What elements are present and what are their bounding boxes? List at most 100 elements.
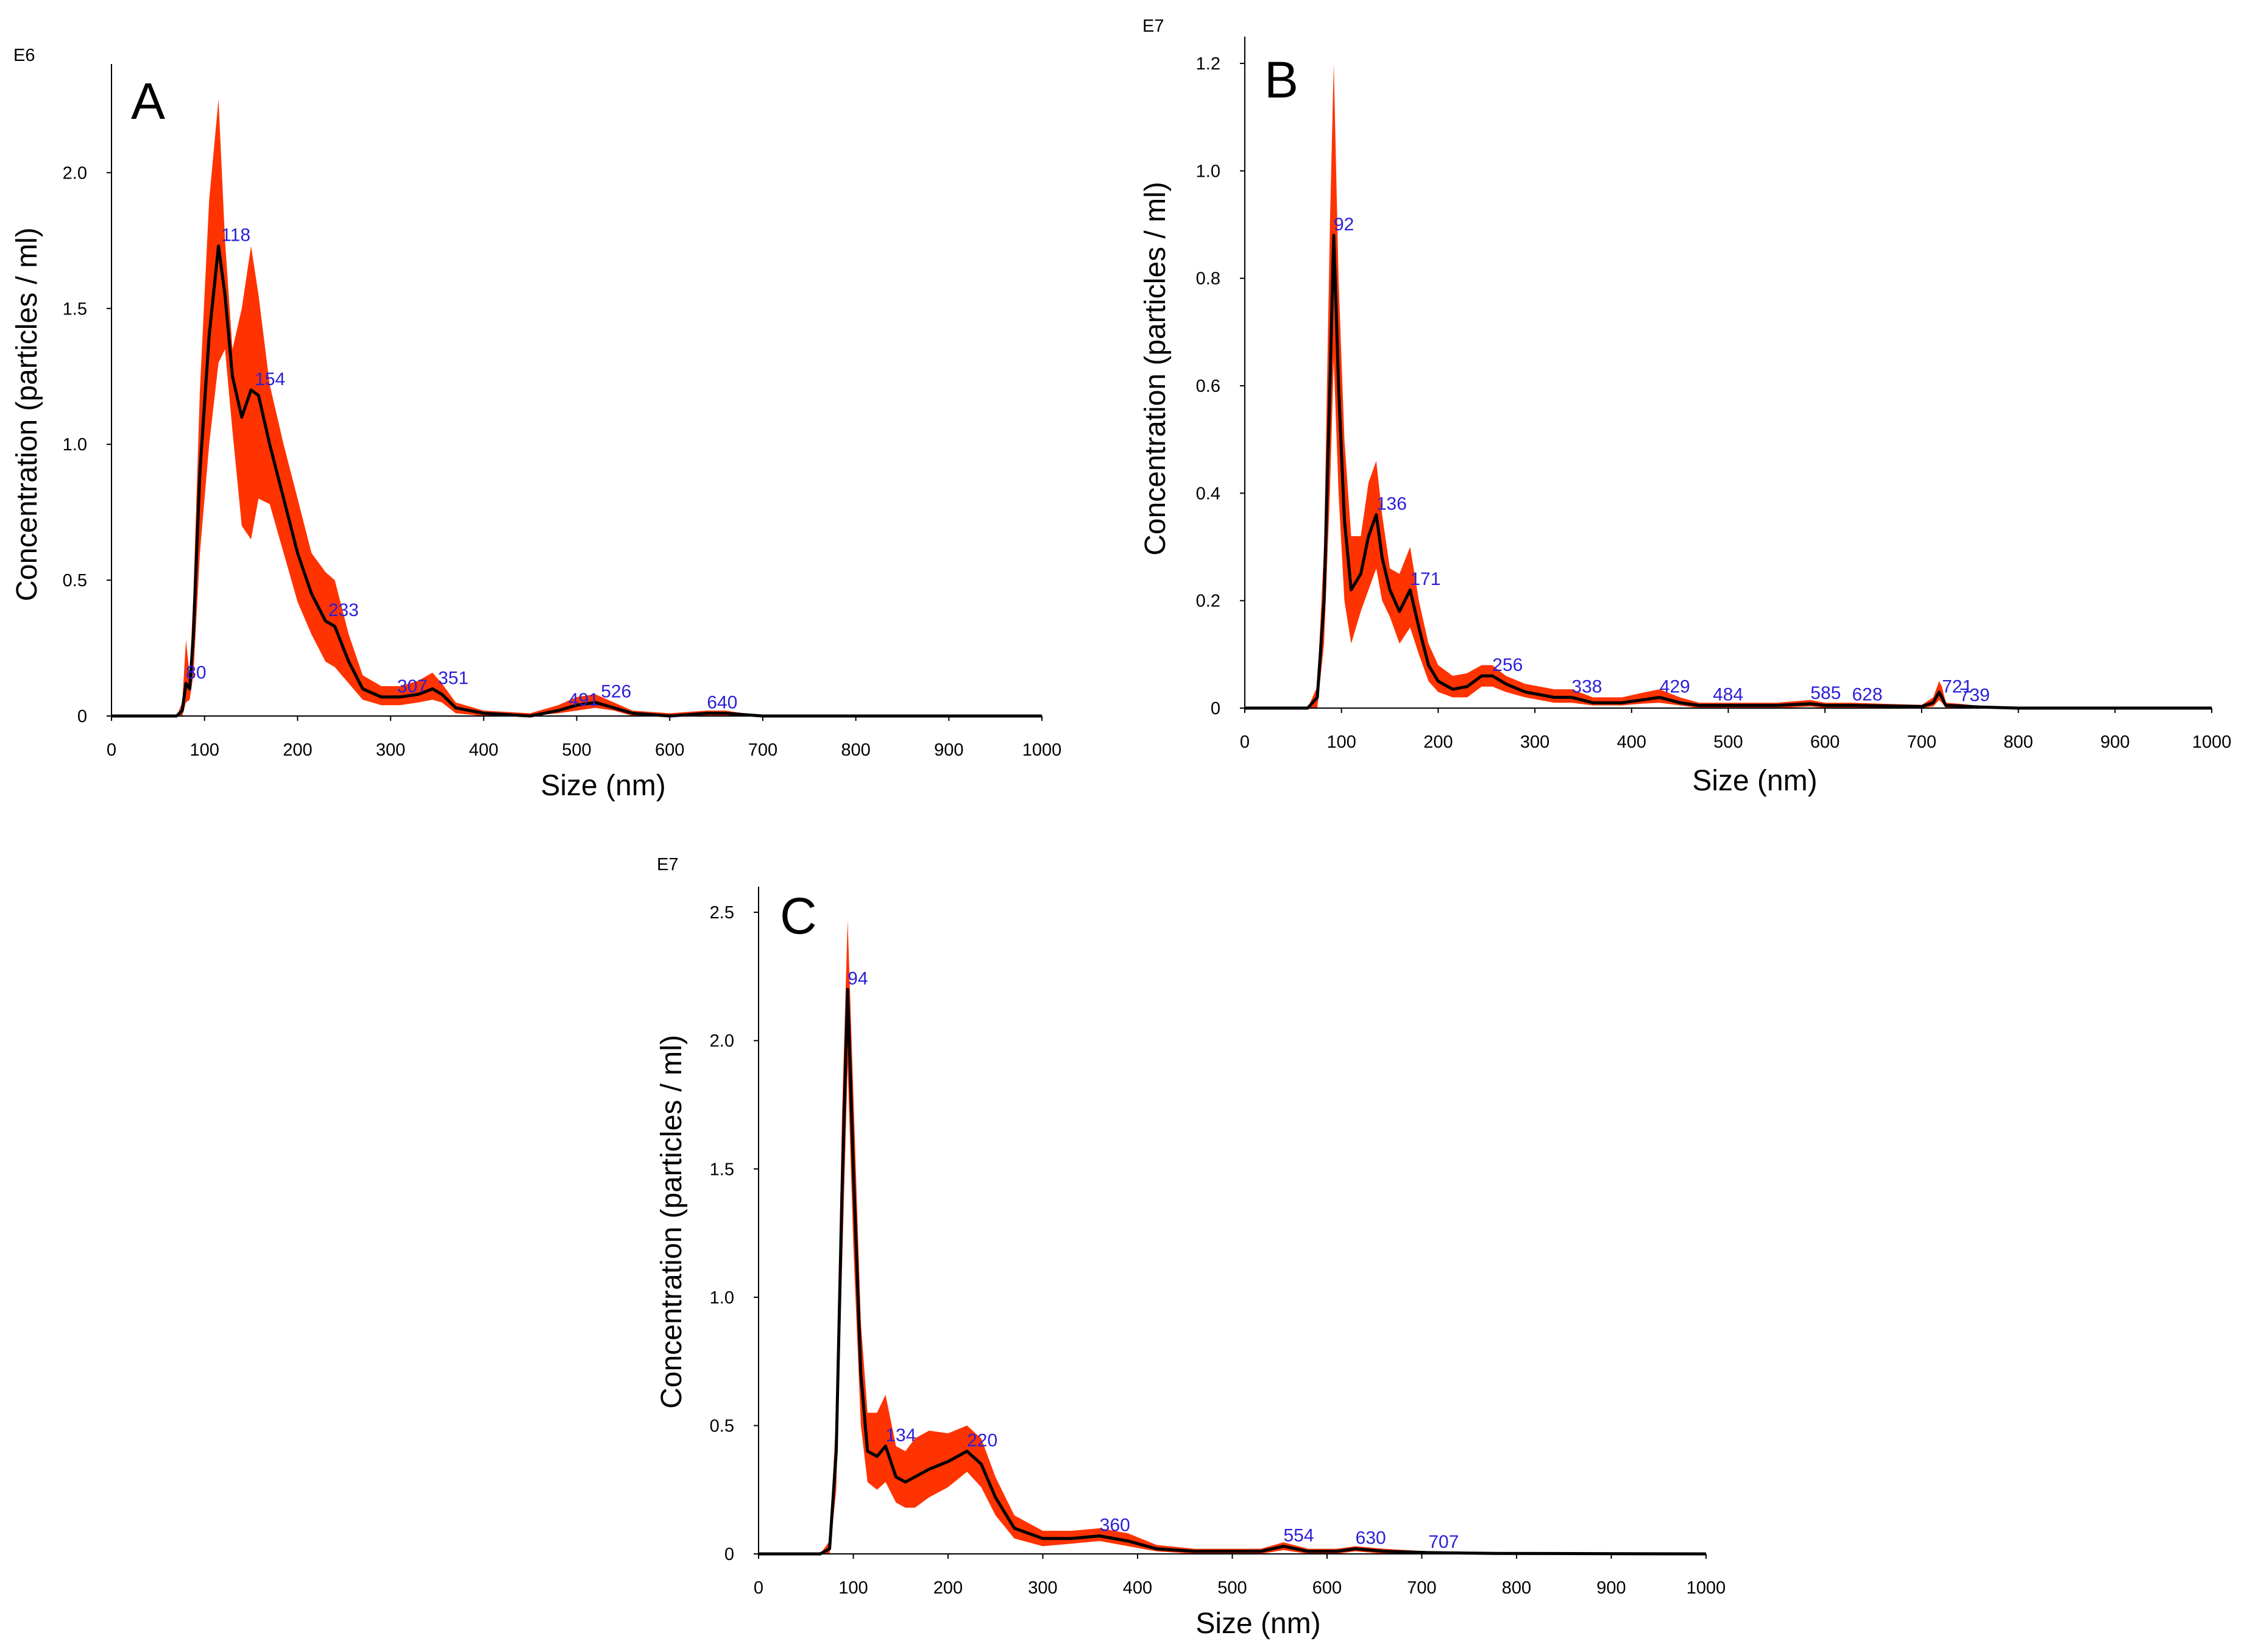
panel-a-x-tick-label: 600 [655, 740, 684, 760]
panel-b-peak-label: 585 [1810, 683, 1841, 703]
panel-c: C E7 Concentration (particles / ml) Size… [656, 855, 1726, 1640]
panel-b-plot: 0 100 200 300 400 500 600 700 800 900 1000 0 0.2 0.4 0… [1196, 37, 2232, 752]
panel-c-x-tick-label: 200 [933, 1578, 963, 1598]
panel-b-peak-label: 628 [1852, 685, 1883, 705]
panel-b-x-tick-label: 1000 [2192, 732, 2232, 752]
panel-b-peak-label: 739 [1959, 685, 1990, 705]
panel-c-peak-label: 554 [1283, 1525, 1314, 1545]
panel-c-x-tick-label: 0 [754, 1578, 763, 1598]
panel-b-y-tick-label: 0.8 [1196, 269, 1220, 289]
panel-b: B E7 Concentration (particles / ml) Size… [1139, 16, 2231, 797]
panel-a-peak-label: 351 [438, 668, 469, 688]
panel-b-y-tick-label: 0.6 [1196, 377, 1220, 396]
panel-a-xlabel: Size (nm) [540, 770, 665, 802]
panel-c-y-tick-label: 2.5 [710, 903, 734, 923]
panel-a-peak-label: 526 [601, 682, 631, 702]
panel-c-y-tick-label: 0 [724, 1545, 734, 1564]
panel-c-x-tick-label: 600 [1312, 1578, 1342, 1598]
panel-c-error-band [759, 920, 1706, 1554]
panel-a-peak-label: 640 [707, 693, 737, 713]
panel-c-y-tick-label: 1.5 [710, 1160, 734, 1179]
panel-c-xlabel: Size (nm) [1195, 1608, 1320, 1640]
panel-c-x-tick-label: 500 [1217, 1578, 1247, 1598]
panel-b-peak-label: 484 [1713, 685, 1743, 705]
panel-b-letter: B [1264, 51, 1298, 108]
panel-b-x-tick-label: 300 [1520, 732, 1549, 752]
panel-c-y-tick-label: 0.5 [710, 1416, 734, 1436]
panel-b-x-tick-label: 200 [1423, 732, 1453, 752]
panel-b-x-tick-label: 500 [1713, 732, 1743, 752]
panel-c-y-tick-label: 2.0 [710, 1032, 734, 1051]
panel-a-plot: 0 100 200 300 400 500 600 700 800 900 1000 0 0.5 1.0 1… [63, 64, 1062, 760]
panel-b-y-tick-label: 1.0 [1196, 161, 1220, 181]
panel-a-x-tick-label: 0 [107, 740, 116, 760]
panel-c-plot: 0 100 200 300 400 500 600 700 800 900 1000 0 0.5 1.0 1… [710, 887, 1726, 1598]
panel-b-error-band [1245, 63, 2212, 709]
panel-b-xlabel: Size (nm) [1692, 765, 1817, 797]
panel-a-error-band [112, 99, 1042, 716]
panel-c-x-tick-label: 300 [1028, 1578, 1057, 1598]
panel-a-y-tick-label: 0.5 [63, 571, 87, 590]
panel-a-peak-label: 154 [255, 369, 285, 389]
panel-c-x-tick-label: 800 [1502, 1578, 1531, 1598]
panel-b-peak-label: 256 [1492, 655, 1523, 675]
panel-c-peak-label: 360 [1100, 1516, 1130, 1536]
panel-a-peak-label: 307 [397, 676, 428, 697]
panel-c-peak-label: 630 [1356, 1528, 1386, 1548]
panel-c-peak-label: 134 [885, 1425, 916, 1445]
panel-a-x-tick-label: 1000 [1022, 740, 1062, 760]
panel-a-x-tick-label: 100 [190, 740, 219, 760]
panel-b-peak-label: 171 [1410, 569, 1440, 589]
panel-b-y-tick-label: 1.2 [1196, 54, 1220, 74]
panel-a-peak-label: 233 [328, 600, 359, 620]
panel-a-y-tick-label: 1.0 [63, 435, 87, 455]
panel-c-peak-label: 707 [1428, 1532, 1459, 1552]
panel-a-mean-line [112, 244, 1042, 718]
panel-b-x-tick-label: 800 [2003, 732, 2033, 752]
panel-c-exponent: E7 [657, 855, 678, 874]
panel-a: A E6 Concentration (particles / ml) Size… [11, 46, 1061, 802]
panel-a-ylabel: Concentration (particles / ml) [11, 227, 43, 601]
panel-b-x-tick-label: 100 [1327, 732, 1356, 752]
panel-a-x-tick-label: 700 [748, 740, 777, 760]
panel-b-ylabel: Concentration (particles / ml) [1139, 182, 1172, 556]
panel-b-peak-label: 721 [1942, 676, 1972, 697]
panel-a-x-tick-label: 300 [376, 740, 405, 760]
panel-c-peak-label: 94 [848, 968, 868, 988]
panel-a-exponent: E6 [13, 46, 35, 65]
panel-b-y-tick-label: 0.2 [1196, 592, 1220, 611]
panel-c-x-tick-label: 100 [838, 1578, 868, 1598]
panel-a-x-tick-label: 500 [562, 740, 591, 760]
panel-a-y-tick-label: 0 [77, 707, 87, 726]
panel-b-peak-label: 136 [1376, 494, 1407, 514]
panel-b-peak-label: 429 [1660, 676, 1690, 697]
panel-b-x-tick-label: 700 [1907, 732, 1936, 752]
panel-a-peak-label: 118 [221, 225, 250, 246]
panel-a-y-tick-label: 2.0 [63, 163, 87, 183]
panel-b-x-tick-label: 600 [1810, 732, 1839, 752]
panel-b-x-tick-label: 400 [1617, 732, 1646, 752]
panel-c-letter: C [780, 887, 817, 945]
panel-b-peak-label: 92 [1334, 214, 1354, 235]
panel-c-y-tick-label: 1.0 [710, 1288, 734, 1308]
panel-c-x-tick-label: 900 [1596, 1578, 1626, 1598]
panel-b-x-tick-label: 900 [2100, 732, 2129, 752]
panel-b-exponent: E7 [1142, 16, 1164, 36]
panel-c-peak-label: 220 [967, 1431, 997, 1451]
panel-c-ylabel: Concentration (particles / ml) [656, 1035, 688, 1409]
panel-b-peak-label: 338 [1571, 676, 1602, 697]
panel-c-mean-line [759, 988, 1707, 1556]
panel-a-x-tick-label: 900 [934, 740, 963, 760]
panel-a-x-tick-label: 800 [841, 740, 870, 760]
panel-c-x-tick-label: 700 [1407, 1578, 1436, 1598]
panel-a-x-tick-label: 200 [283, 740, 312, 760]
panel-c-x-tick-label: 400 [1123, 1578, 1152, 1598]
panel-a-letter: A [131, 73, 165, 130]
panel-b-x-tick-label: 0 [1240, 732, 1250, 752]
panel-a-peak-label: 491 [568, 690, 599, 710]
panel-a-y-tick-label: 1.5 [63, 299, 87, 319]
panel-c-x-tick-label: 1000 [1687, 1578, 1726, 1598]
panel-a-peak-label: 80 [186, 663, 206, 683]
panel-b-y-tick-label: 0.4 [1196, 484, 1220, 503]
